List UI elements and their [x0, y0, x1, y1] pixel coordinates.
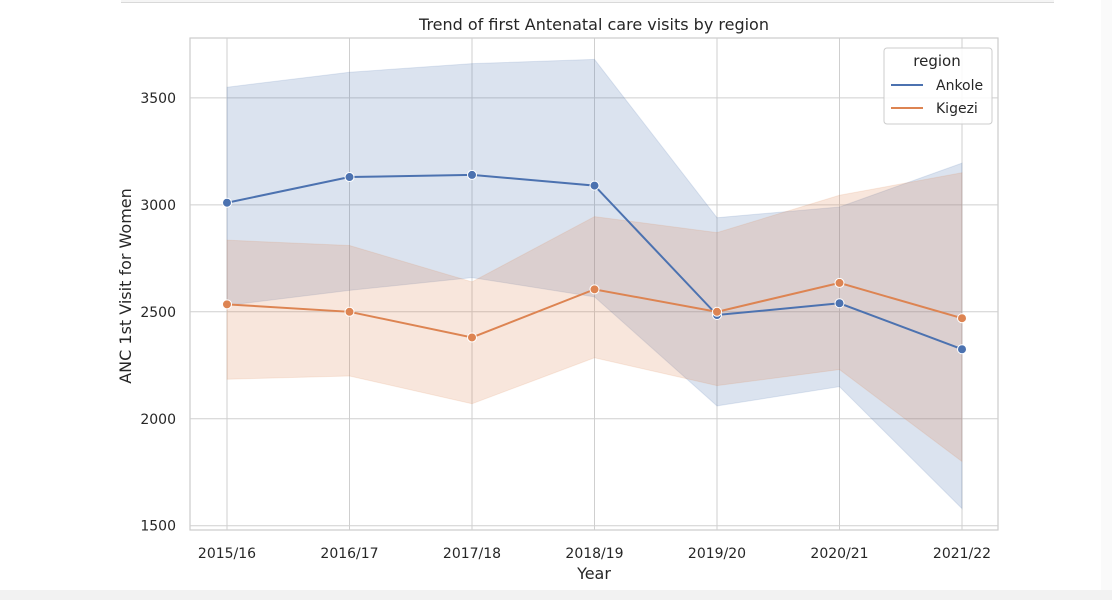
x-tick-label: 2021/22 [933, 546, 991, 562]
data-point-kigezi [344, 306, 355, 317]
y-axis-title: ANC 1st Visit for Women [116, 188, 135, 384]
data-point-ankole [222, 197, 232, 208]
x-tick-label: 2019/20 [688, 546, 746, 562]
data-point-kigezi [834, 277, 845, 288]
x-tick-labels: 2015/16 2016/17 2017/18 2018/19 2019/20 2020/… [198, 546, 991, 562]
x-tick-label: 2016/17 [320, 546, 378, 562]
data-point-kigezi [712, 306, 722, 317]
confidence-bands [226, 58, 963, 510]
legend-label-ankole: Ankole [936, 78, 983, 94]
data-point-ankole [344, 172, 355, 183]
scrollbar-track[interactable] [1101, 0, 1112, 600]
top-divider [121, 0, 1054, 3]
data-point-ankole [467, 169, 477, 180]
data-point-kigezi [589, 284, 600, 295]
bottom-panel-edge [0, 590, 1112, 600]
legend-title: region [913, 52, 960, 70]
y-tick-labels: 1500 2000 2500 3000 3500 [140, 91, 176, 535]
data-point-kigezi [957, 313, 967, 324]
legend: region Ankole Kigezi [883, 47, 993, 125]
ci-band-kigezi [226, 172, 963, 463]
y-tick-label: 3000 [140, 198, 176, 214]
data-point-ankole [834, 298, 845, 309]
x-tick-label: 2018/19 [565, 546, 623, 562]
series-markers [222, 169, 967, 355]
y-tick-label: 2000 [140, 412, 176, 428]
y-tick-label: 2500 [140, 305, 176, 321]
data-point-ankole [589, 180, 600, 191]
x-axis-title: Year [576, 564, 611, 583]
y-tick-label: 1500 [140, 519, 176, 535]
x-tick-label: 2020/21 [810, 546, 868, 562]
x-tick-label: 2015/16 [198, 546, 256, 562]
data-point-kigezi [467, 332, 477, 343]
y-tick-label: 3500 [140, 91, 176, 107]
x-tick-label: 2017/18 [443, 546, 501, 562]
data-point-ankole [957, 344, 967, 355]
chart-title: Trend of first Antenatal care visits by … [418, 15, 769, 34]
legend-box [883, 47, 993, 125]
ci-band-ankole [226, 58, 963, 510]
legend-label-kigezi: Kigezi [936, 101, 978, 117]
data-point-kigezi [222, 299, 232, 310]
